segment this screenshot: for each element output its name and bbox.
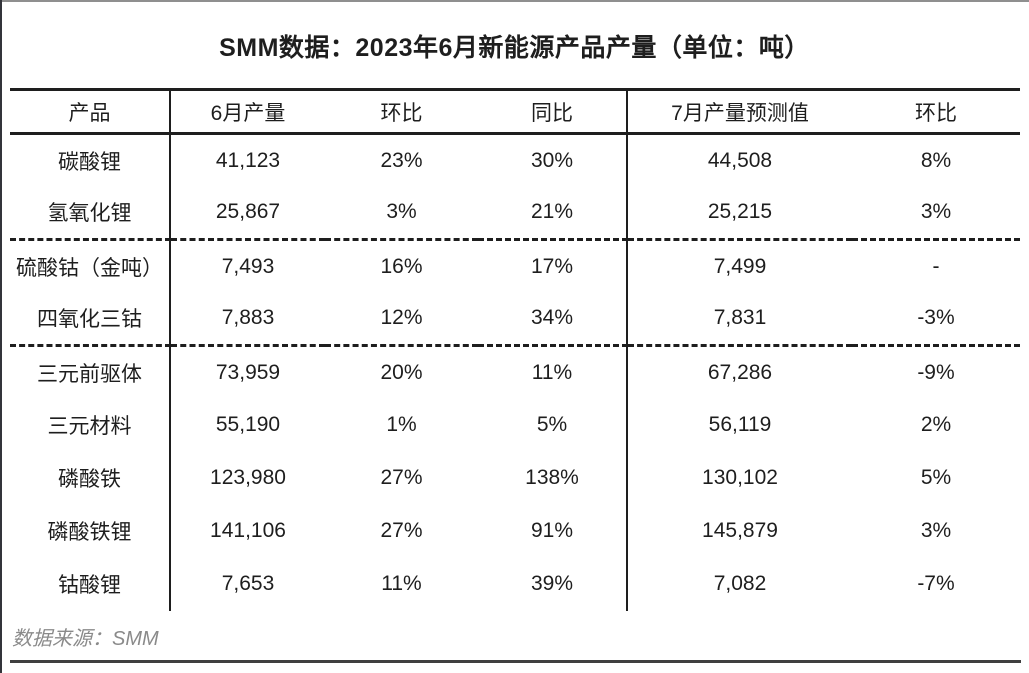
column-header-june-mom: 环比 — [325, 88, 478, 135]
value-cell: 34% — [478, 292, 627, 347]
table-body: 碳酸锂 41,123 23% 30% 44,508 8% 氢氧化锂 25,867 3% 21% 25… — [10, 133, 1020, 611]
header-row: 产品 6月产量 环比 同比 7月产量预测值 环比 — [10, 88, 1020, 135]
value-cell: 7,082 — [626, 557, 852, 611]
value-cell: 2% — [920, 413, 952, 436]
value-cell: 1% — [386, 413, 417, 436]
product-cell: 碳酸锂 — [58, 150, 121, 174]
value-cell: - — [932, 254, 940, 278]
value-cell: 41,123 — [169, 133, 325, 187]
table-row: 磷酸铁 123,980 27% 138% 130,102 5% — [10, 451, 1020, 505]
value-cell: 91% — [530, 519, 574, 542]
value-cell: -7% — [917, 572, 955, 595]
value-cell: -3% — [852, 292, 1020, 347]
product-cell: 磷酸铁 — [58, 468, 121, 491]
column-header-july-mom: 环比 — [852, 88, 1020, 135]
bottom-rule-line — [10, 659, 1021, 663]
value-cell: 130,102 — [626, 451, 852, 505]
production-table: 产品 6月产量 环比 同比 7月产量预测值 环比 碳酸锂 41,123 23% 30%… — [10, 88, 1020, 611]
value-cell: 138% — [525, 466, 579, 489]
product-cell: 钴酸锂 — [58, 574, 121, 597]
value-cell: 25,215 — [626, 186, 852, 241]
product-cell: 硫酸钴（金吨） — [16, 256, 163, 280]
table-row: 硫酸钴（金吨） 7,493 16% 17% 7,499 - — [10, 239, 1020, 293]
column-header-june-yoy: 同比 — [478, 88, 627, 135]
value-cell: 5% — [920, 466, 952, 489]
table-row: 钴酸锂 7,653 11% 39% 7,082 -7% — [10, 557, 1020, 611]
value-cell: 11% — [531, 360, 573, 384]
product-cell: 磷酸铁锂 — [47, 521, 132, 544]
table-row: 三元前驱体 73,959 20% 11% 67,286 -9% — [10, 345, 1020, 399]
table-row: 碳酸锂 41,123 23% 30% 44,508 8% — [10, 133, 1020, 187]
value-cell: 25,867 — [169, 186, 325, 241]
data-source-note: 数据来源：SMM — [12, 627, 159, 650]
left-edge-line — [0, 0, 2, 673]
value-cell: 39% — [530, 572, 574, 595]
value-cell: -9% — [917, 360, 955, 384]
value-cell: 3% — [852, 186, 1020, 241]
value-cell: 16% — [380, 254, 423, 278]
value-cell: 12% — [325, 292, 478, 347]
value-cell: 56,119 — [626, 398, 852, 452]
column-header-product: 产品 — [10, 88, 170, 135]
table-row: 四氧化三钴 7,883 12% 34% 7,831 -3% — [10, 292, 1020, 347]
value-cell: 30% — [530, 148, 574, 172]
column-header-june-output: 6月产量 — [169, 88, 325, 135]
column-header-july-forecast: 7月产量预测值 — [626, 88, 852, 135]
value-cell: 145,879 — [626, 504, 852, 558]
value-cell: 3% — [920, 519, 952, 542]
value-cell: 7,831 — [626, 292, 852, 347]
value-cell: 141,106 — [169, 504, 325, 558]
value-cell: 7,499 — [626, 239, 852, 293]
value-cell: 7,493 — [169, 239, 325, 293]
value-cell: 123,980 — [169, 451, 325, 505]
value-cell: 8% — [920, 148, 952, 172]
value-cell: 5% — [536, 413, 568, 436]
value-cell: 23% — [380, 148, 423, 172]
value-cell: 55,190 — [169, 398, 325, 452]
value-cell: 44,508 — [626, 133, 852, 187]
value-cell: 20% — [380, 360, 423, 384]
value-cell: 17% — [530, 254, 574, 278]
product-cell: 三元前驱体 — [37, 362, 142, 386]
table-row: 三元材料 55,190 1% 5% 56,119 2% — [10, 398, 1020, 452]
product-cell: 氢氧化锂 — [10, 186, 170, 241]
value-cell: 67,286 — [626, 345, 852, 399]
value-cell: 3% — [325, 186, 478, 241]
table-header: 产品 6月产量 环比 同比 7月产量预测值 环比 — [10, 88, 1020, 135]
table-row: 磷酸铁锂 141,106 27% 91% 145,879 3% — [10, 504, 1020, 558]
table-row: 氢氧化锂 25,867 3% 21% 25,215 3% — [10, 186, 1020, 241]
value-cell: 7,653 — [169, 557, 325, 611]
product-cell: 三元材料 — [47, 415, 132, 438]
value-cell: 27% — [380, 466, 423, 489]
product-cell: 四氧化三钴 — [10, 292, 170, 347]
value-cell: 11% — [381, 572, 422, 595]
table-title: SMM数据：2023年6月新能源产品产量（单位：吨） — [219, 34, 810, 62]
value-cell: 21% — [478, 186, 627, 241]
value-cell: 7,883 — [169, 292, 325, 347]
value-cell: 73,959 — [169, 345, 325, 399]
value-cell: 27% — [380, 519, 423, 542]
top-edge-line — [0, 0, 1029, 2]
